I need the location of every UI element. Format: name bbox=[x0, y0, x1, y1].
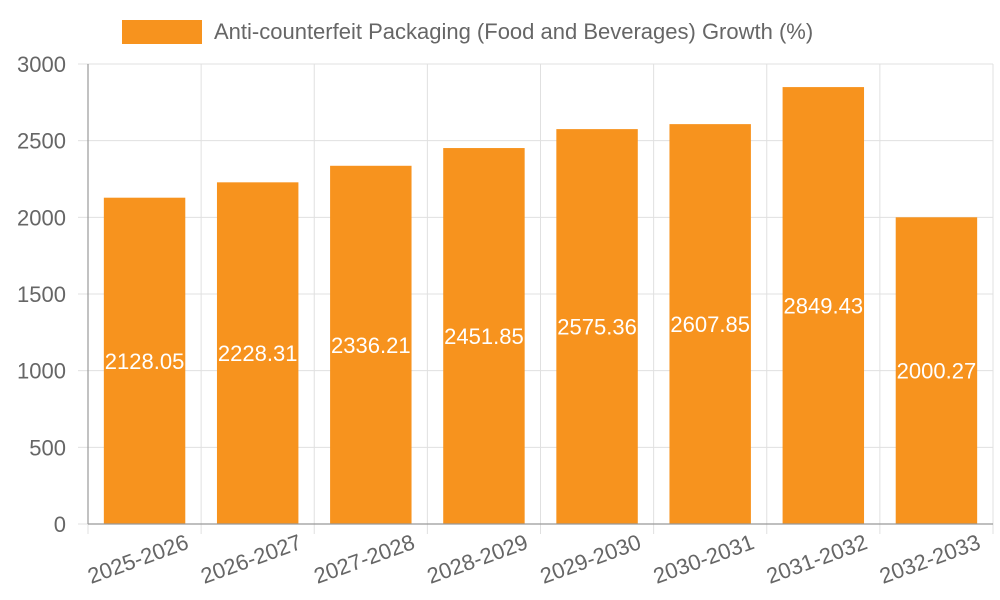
y-tick-label: 2000 bbox=[17, 205, 66, 230]
bar[interactable] bbox=[895, 217, 978, 524]
bar-value-label: 2228.31 bbox=[218, 341, 298, 366]
bar-value-label: 2128.05 bbox=[105, 349, 185, 374]
bar-value-label: 2451.85 bbox=[444, 324, 524, 349]
x-tick-label: 2032-2033 bbox=[876, 529, 983, 588]
bar-value-label: 2000.27 bbox=[897, 359, 977, 384]
y-tick-label: 0 bbox=[54, 512, 66, 537]
x-tick-label: 2025-2026 bbox=[84, 529, 191, 588]
x-tick-label: 2029-2030 bbox=[537, 529, 644, 588]
bar[interactable] bbox=[216, 182, 299, 524]
x-tick-label: 2028-2029 bbox=[424, 529, 531, 588]
chart-legend[interactable]: Anti-counterfeit Packaging (Food and Bev… bbox=[122, 19, 813, 45]
x-tick-label: 2030-2031 bbox=[650, 529, 757, 588]
bar-value-label: 2849.43 bbox=[784, 294, 864, 319]
legend-label: Anti-counterfeit Packaging (Food and Bev… bbox=[214, 19, 814, 44]
y-tick-label: 3000 bbox=[17, 52, 66, 77]
bar[interactable] bbox=[669, 124, 751, 524]
bar-value-label: 2336.21 bbox=[331, 333, 411, 358]
x-tick-label: 2026-2027 bbox=[197, 529, 304, 588]
bar[interactable] bbox=[556, 129, 638, 525]
y-tick-label: 500 bbox=[29, 435, 66, 460]
bar[interactable] bbox=[103, 197, 186, 524]
bar-value-label: 2607.85 bbox=[670, 312, 750, 337]
chart-bars bbox=[103, 87, 978, 525]
bar[interactable] bbox=[443, 148, 525, 524]
legend-swatch bbox=[122, 20, 202, 44]
x-tick-label: 2027-2028 bbox=[311, 529, 418, 588]
y-tick-label: 2500 bbox=[17, 129, 66, 154]
chart-axes bbox=[87, 64, 993, 525]
bar[interactable] bbox=[782, 87, 865, 524]
bar-value-label: 2575.36 bbox=[557, 315, 637, 340]
y-tick-label: 1000 bbox=[17, 359, 66, 384]
x-tick-label: 2031-2032 bbox=[763, 529, 870, 588]
y-tick-label: 1500 bbox=[17, 282, 66, 307]
bar[interactable] bbox=[330, 165, 412, 524]
